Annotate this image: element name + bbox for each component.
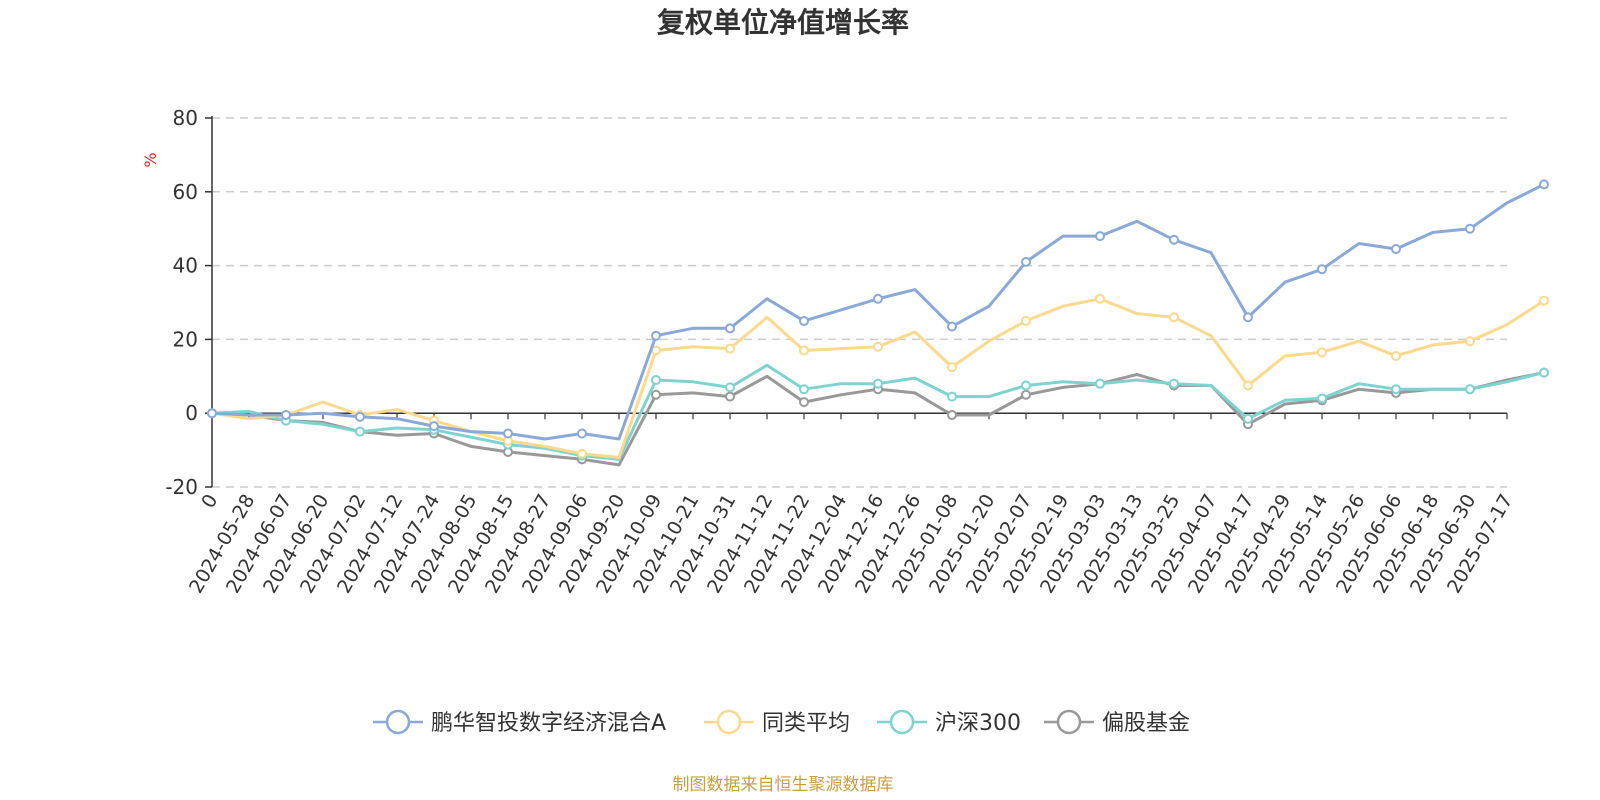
data-point: [1095, 293, 1105, 304]
data-point: [873, 378, 883, 389]
data-point: [1317, 393, 1327, 404]
data-point: [429, 421, 439, 432]
legend-item-2[interactable]: 沪深300: [877, 709, 1021, 736]
data-point: [799, 384, 809, 395]
y-tick-label: 80: [173, 106, 198, 130]
legend-label: 鹏华智投数字经济混合A: [431, 711, 666, 736]
data-point: [947, 321, 957, 332]
y-tick-label: 60: [173, 180, 198, 204]
data-point: [1095, 231, 1105, 242]
legend-marker: [889, 709, 915, 735]
data-point: [1243, 380, 1253, 391]
data-point: [1169, 378, 1179, 389]
x-tick-labels: 02024-05-282024-06-072024-06-202024-07-0…: [185, 491, 1517, 598]
data-point: [725, 382, 735, 393]
legend-label: 沪深300: [935, 711, 1021, 736]
data-point: [1021, 315, 1031, 326]
axes: [205, 116, 1508, 488]
y-tick-label: 0: [185, 401, 198, 425]
series-lines: [207, 179, 1549, 467]
data-point: [873, 293, 883, 304]
data-point: [207, 408, 217, 419]
data-point: [503, 428, 513, 439]
data-point: [799, 397, 809, 408]
data-point: [1317, 347, 1327, 358]
y-tick-labels: -20 0 20 40 60 80: [165, 106, 198, 499]
data-point: [1169, 312, 1179, 323]
data-point: [1021, 256, 1031, 267]
data-point: [725, 323, 735, 334]
legend-item-0[interactable]: 鹏华智投数字经济混合A: [373, 709, 666, 736]
data-point: [873, 341, 883, 352]
data-point: [1539, 295, 1549, 306]
data-point: [947, 362, 957, 373]
data-point: [355, 411, 365, 422]
data-point: [651, 389, 661, 400]
data-point: [281, 410, 291, 421]
data-point: [577, 428, 587, 439]
data-source-note: 制图数据来自恒生聚源数据库: [673, 775, 894, 795]
legend-marker: [716, 709, 742, 735]
y-tick-label: 20: [173, 327, 198, 351]
data-point: [355, 426, 365, 437]
data-point: [1391, 351, 1401, 362]
chart-title: 复权单位净值增长率: [657, 6, 909, 39]
data-point: [577, 448, 587, 459]
data-point: [1391, 243, 1401, 254]
data-point: [947, 391, 957, 402]
data-point: [1465, 336, 1475, 347]
data-point: [947, 410, 957, 421]
data-point: [1095, 378, 1105, 389]
data-point: [1021, 380, 1031, 391]
y-axis-unit: %: [141, 152, 160, 167]
series-line: [210, 182, 1546, 441]
gridlines: [212, 117, 1507, 488]
data-point: [1465, 223, 1475, 234]
legend-item-1[interactable]: 同类平均: [704, 709, 850, 736]
y-tick-label: -20: [165, 475, 198, 499]
data-point: [651, 374, 661, 385]
data-point: [1539, 367, 1549, 378]
data-point: [799, 315, 809, 326]
legend-item-3[interactable]: 偏股基金: [1044, 709, 1190, 736]
data-point: [725, 343, 735, 354]
legend-label: 偏股基金: [1102, 711, 1190, 736]
data-point: [1169, 234, 1179, 245]
series-0: [207, 179, 1549, 441]
data-point: [1391, 384, 1401, 395]
data-point: [1539, 179, 1549, 190]
data-point: [1317, 264, 1327, 275]
legend[interactable]: 鹏华智投数字经济混合A 同类平均 沪深300 偏股基金: [373, 709, 1190, 736]
data-point: [1243, 312, 1253, 323]
data-point: [651, 330, 661, 341]
legend-marker: [1056, 709, 1082, 735]
legend-marker: [385, 709, 411, 735]
data-point: [799, 345, 809, 356]
data-point: [725, 391, 735, 402]
data-point: [1465, 384, 1475, 395]
legend-label: 同类平均: [762, 711, 850, 736]
data-point: [1243, 413, 1253, 424]
x-tick-label: 0: [197, 491, 222, 512]
data-point: [1021, 389, 1031, 400]
y-tick-label: 40: [173, 254, 198, 278]
